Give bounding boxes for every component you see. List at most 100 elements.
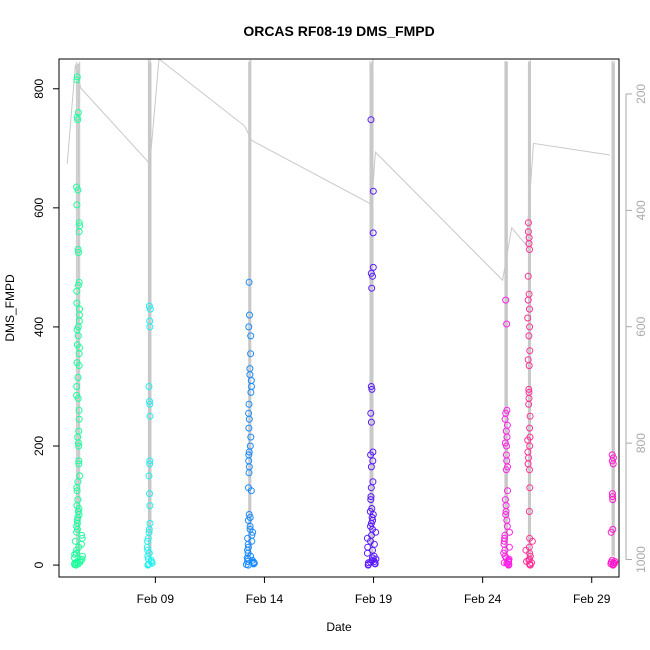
data-point-rf13: [526, 561, 534, 569]
data-point-rf10: [246, 522, 254, 530]
data-point-rf09: [146, 502, 154, 510]
x-axis-label: Date: [326, 620, 352, 634]
x-tick-label: Feb 24: [464, 592, 502, 606]
data-point-rf12: [502, 296, 510, 304]
data-point-rf12: [503, 320, 511, 328]
data-point-rf10: [244, 546, 252, 554]
data-point-rf10: [247, 388, 255, 396]
data-point-rf11: [368, 284, 376, 292]
y2-tick-label: 200: [634, 84, 648, 104]
x-tick-label: Feb 29: [573, 592, 611, 606]
data-point-rf10: [247, 332, 255, 340]
data-point-rf11: [371, 560, 379, 568]
data-point-rf13: [524, 219, 532, 227]
data-point-rf08: [75, 278, 83, 286]
data-point-rf10: [245, 448, 253, 456]
data-point-rf11: [367, 383, 375, 390]
data-point-rf08: [73, 201, 81, 209]
data-point-rf09: [146, 457, 154, 465]
data-point-rf11: [367, 409, 375, 417]
data-point-rf11: [367, 418, 375, 426]
data-point-rf14: [607, 528, 615, 536]
data-point-rf08: [75, 460, 83, 468]
data-point-rf08: [73, 383, 81, 390]
data-point-rf10: [247, 433, 255, 441]
data-point-rf08: [78, 531, 86, 539]
data-point-rf10: [245, 469, 253, 477]
data-point-rf08: [74, 394, 82, 402]
secondary-trace: [66, 59, 610, 282]
data-point-rf09: [146, 412, 154, 420]
data-point-rf09: [146, 323, 154, 331]
data-point-rf08: [73, 287, 81, 295]
y2-axis: 200 400 600 800 1000: [625, 84, 648, 573]
y-tick-label: 600: [32, 198, 46, 218]
data-point-rf11: [363, 549, 371, 557]
data-point-rf11: [369, 272, 376, 280]
data-point-rf08: [79, 552, 86, 560]
data-point-rf08: [75, 406, 83, 414]
data-point-rf11: [367, 484, 375, 492]
data-point-rf08: [73, 528, 81, 536]
data-point-rf12: [503, 522, 511, 530]
data-point-rf12: [502, 508, 510, 515]
data-point-rf09: [143, 543, 151, 551]
data-point-rf08: [75, 228, 83, 236]
data-point-rf09: [145, 302, 153, 310]
data-point-rf10: [247, 350, 255, 358]
data-point-rf08: [73, 73, 81, 81]
data-point-rf08: [74, 186, 82, 194]
data-point-rf13: [526, 323, 534, 331]
data-point-rf08: [73, 487, 81, 495]
data-point-rf10: [245, 323, 253, 331]
data-point-rf08: [75, 457, 83, 465]
data-point-rf13: [526, 347, 534, 355]
data-point-rf08: [75, 415, 83, 423]
data-point-rf09: [144, 534, 152, 542]
data-point-rf13: [528, 537, 536, 545]
data-point-rf11: [367, 496, 375, 504]
data-point-rf12: [504, 487, 511, 495]
y2-tick-label: 600: [634, 316, 648, 336]
data-point-rf10: [247, 487, 255, 495]
data-point-rf13: [526, 412, 534, 420]
data-point-rf08: [72, 549, 80, 557]
data-point-rf08: [71, 537, 79, 545]
data-point-rf11: [369, 187, 377, 195]
data-point-rf14: [611, 559, 618, 567]
data-point-rf14: [609, 493, 616, 501]
data-point-rf14: [609, 561, 617, 569]
data-point-rf08: [71, 550, 79, 558]
data-point-rf08: [73, 525, 81, 533]
data-point-rf13: [525, 508, 533, 515]
data-point-rf10: [244, 561, 252, 569]
data-point-rf13: [526, 552, 534, 560]
y-tick-label: 800: [32, 78, 46, 98]
data-point-rf13: [524, 436, 532, 444]
data-point-rf13: [526, 484, 534, 492]
data-point-rf12: [503, 442, 510, 450]
x-tick-label: Feb 14: [246, 592, 284, 606]
data-point-rf08: [75, 362, 83, 370]
data-point-rf13: [525, 332, 533, 340]
data-point-rf09: [145, 560, 153, 568]
data-point-rf13: [525, 385, 533, 393]
y-tick-label: 200: [32, 436, 46, 456]
data-point-rf08: [75, 350, 83, 358]
data-point-rf13: [526, 424, 534, 432]
data-point-rf13: [526, 246, 533, 253]
data-point-rf13: [524, 314, 532, 322]
points-layer: [71, 73, 619, 569]
x-tick-label: Feb 19: [355, 592, 393, 606]
data-point-rf10: [245, 424, 253, 432]
data-point-rf09: [146, 490, 153, 498]
data-point-rf09: [146, 460, 154, 468]
x-axis: Feb 09 Feb 14 Feb 19 Feb 24 Feb 29: [137, 577, 611, 606]
data-point-rf11: [367, 493, 375, 501]
data-point-rf09: [146, 400, 154, 408]
data-point-rf14: [608, 457, 616, 465]
data-point-rf13: [525, 400, 533, 408]
data-point-rf10: [249, 528, 257, 536]
data-point-rf08: [74, 116, 82, 124]
data-point-rf12: [501, 415, 509, 423]
